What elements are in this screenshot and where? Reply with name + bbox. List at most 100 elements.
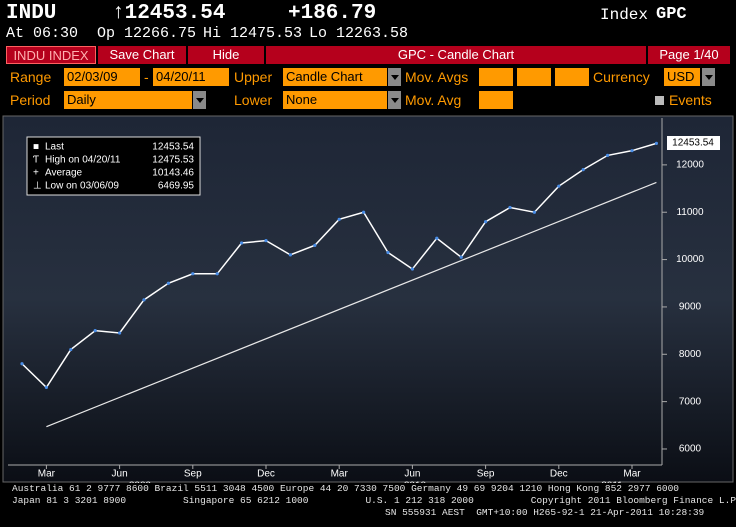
legend-value: 12453.54	[152, 142, 194, 153]
hide-button[interactable]: Hide	[188, 46, 264, 64]
high: Hi 12475.53	[203, 25, 303, 42]
price-point	[93, 329, 97, 333]
price-point	[459, 255, 463, 259]
price-point	[484, 220, 488, 224]
legend-value: 10143.46	[152, 168, 194, 179]
currency-select[interactable]: USD	[664, 68, 700, 86]
mov-avg-label: Mov. Avg	[405, 92, 462, 108]
price-point	[191, 272, 195, 276]
price-point	[532, 210, 537, 214]
dropdown-arrow[interactable]	[702, 68, 715, 86]
price-point	[240, 241, 244, 245]
toolbar-title: GPC - Candle Chart	[266, 46, 646, 64]
mov-avg-field[interactable]	[479, 68, 513, 86]
price-point	[581, 168, 585, 172]
price-point	[654, 141, 659, 146]
mov-avg-field[interactable]	[517, 68, 551, 86]
x-tick-label: Jun	[404, 469, 420, 480]
price-point	[557, 184, 561, 188]
period-label: Period	[10, 92, 51, 108]
open: Op 12266.75	[97, 25, 197, 42]
price-point	[313, 243, 317, 247]
range-sep: -	[144, 69, 149, 85]
price-point	[20, 362, 24, 366]
legend-label: Low on 03/06/09	[45, 181, 119, 192]
price-point	[288, 253, 292, 257]
period-select[interactable]: Daily	[64, 91, 192, 109]
chart: 6000 7000 8000 9000 10000 11000 12000 Mar Jun Sep…	[2, 115, 734, 483]
events-label: Events	[669, 92, 712, 108]
lower-label: Lower	[234, 92, 273, 108]
dropdown-arrow[interactable]	[388, 91, 401, 109]
save-button[interactable]: Save Chart	[98, 46, 186, 64]
price-point	[142, 298, 146, 302]
footer-line: Japan 81 3 3201 8900 Singapore 65 6212 1…	[12, 495, 736, 506]
x-tick-label: Mar	[38, 469, 56, 480]
x-tick-label: Sep	[477, 469, 495, 480]
price: ↑12453.54	[112, 2, 226, 25]
x-tick-label: Dec	[550, 469, 568, 480]
upper-label: Upper	[234, 69, 273, 85]
price-point	[386, 250, 390, 255]
price-point	[337, 217, 341, 221]
y-tick-label: 6000	[679, 444, 702, 455]
price-point	[410, 267, 414, 271]
time: At 06:30	[6, 25, 79, 42]
price-point	[508, 205, 512, 210]
mov-avg-field[interactable]	[555, 68, 589, 86]
x-tick-label: Mar	[331, 469, 349, 480]
legend-symbol: Ƭ	[33, 155, 39, 166]
mov-avg-field[interactable]	[479, 91, 513, 109]
year-label: 2011	[601, 481, 623, 483]
trend-line	[46, 181, 657, 428]
mov-avgs-label: Mov. Avgs	[405, 69, 469, 85]
y-tick-label: 8000	[679, 349, 702, 360]
legend-value: 12475.53	[152, 155, 194, 166]
price-point	[215, 272, 219, 276]
x-tick-label: Dec	[257, 469, 275, 480]
low: Lo 12263.58	[309, 25, 409, 42]
y-tick-label: 12000	[676, 160, 704, 171]
x-tick-label: Sep	[184, 469, 202, 480]
year-label: 2009	[129, 481, 152, 483]
year-label: 2010	[404, 481, 427, 483]
y-tick-label: 11000	[676, 207, 704, 218]
price-point	[606, 153, 610, 158]
ticker: INDU	[6, 2, 57, 25]
legend-label: Average	[45, 168, 83, 179]
x-tick-label: Jun	[112, 469, 128, 480]
currency-label: Currency	[593, 69, 650, 85]
price-point	[69, 347, 73, 352]
y-tick-label: 10000	[676, 254, 704, 265]
legend-symbol: ⊥	[33, 181, 42, 192]
legend-symbol: +	[33, 168, 39, 179]
function: GPC	[656, 5, 687, 24]
footer-line: SN 555931 AEST GMT+10:00 H265-92-1 21-Ap…	[385, 507, 705, 518]
legend-label: High on 04/20/11	[45, 155, 121, 166]
price-point	[118, 331, 122, 335]
last-price-tag-text: 12453.54	[672, 138, 714, 149]
range-start[interactable]: 02/03/09	[64, 68, 140, 86]
last-price-tag	[667, 136, 720, 150]
lower-select[interactable]: None	[283, 91, 387, 109]
range-end[interactable]: 04/20/11	[153, 68, 229, 86]
footer-line: Australia 61 2 9777 8600 Brazil 5511 304…	[12, 483, 680, 494]
legend-label: Last	[45, 142, 64, 153]
page-indicator: Page 1/40	[648, 46, 730, 64]
change: +186.79	[288, 2, 377, 25]
legend-value: 6469.95	[158, 181, 195, 192]
range-label: Range	[10, 69, 52, 85]
price-point	[362, 210, 366, 214]
price-point	[630, 149, 634, 153]
security-button[interactable]: INDU INDEX	[6, 46, 96, 64]
price-point	[166, 281, 170, 285]
upper-select[interactable]: Candle Chart	[283, 68, 387, 86]
y-tick-label: 7000	[679, 396, 702, 407]
legend-box	[26, 136, 201, 196]
price-point	[264, 239, 268, 243]
price-point	[44, 385, 49, 390]
dropdown-arrow[interactable]	[388, 68, 401, 86]
events-checkbox[interactable]	[655, 96, 664, 105]
dropdown-arrow[interactable]	[193, 91, 206, 109]
